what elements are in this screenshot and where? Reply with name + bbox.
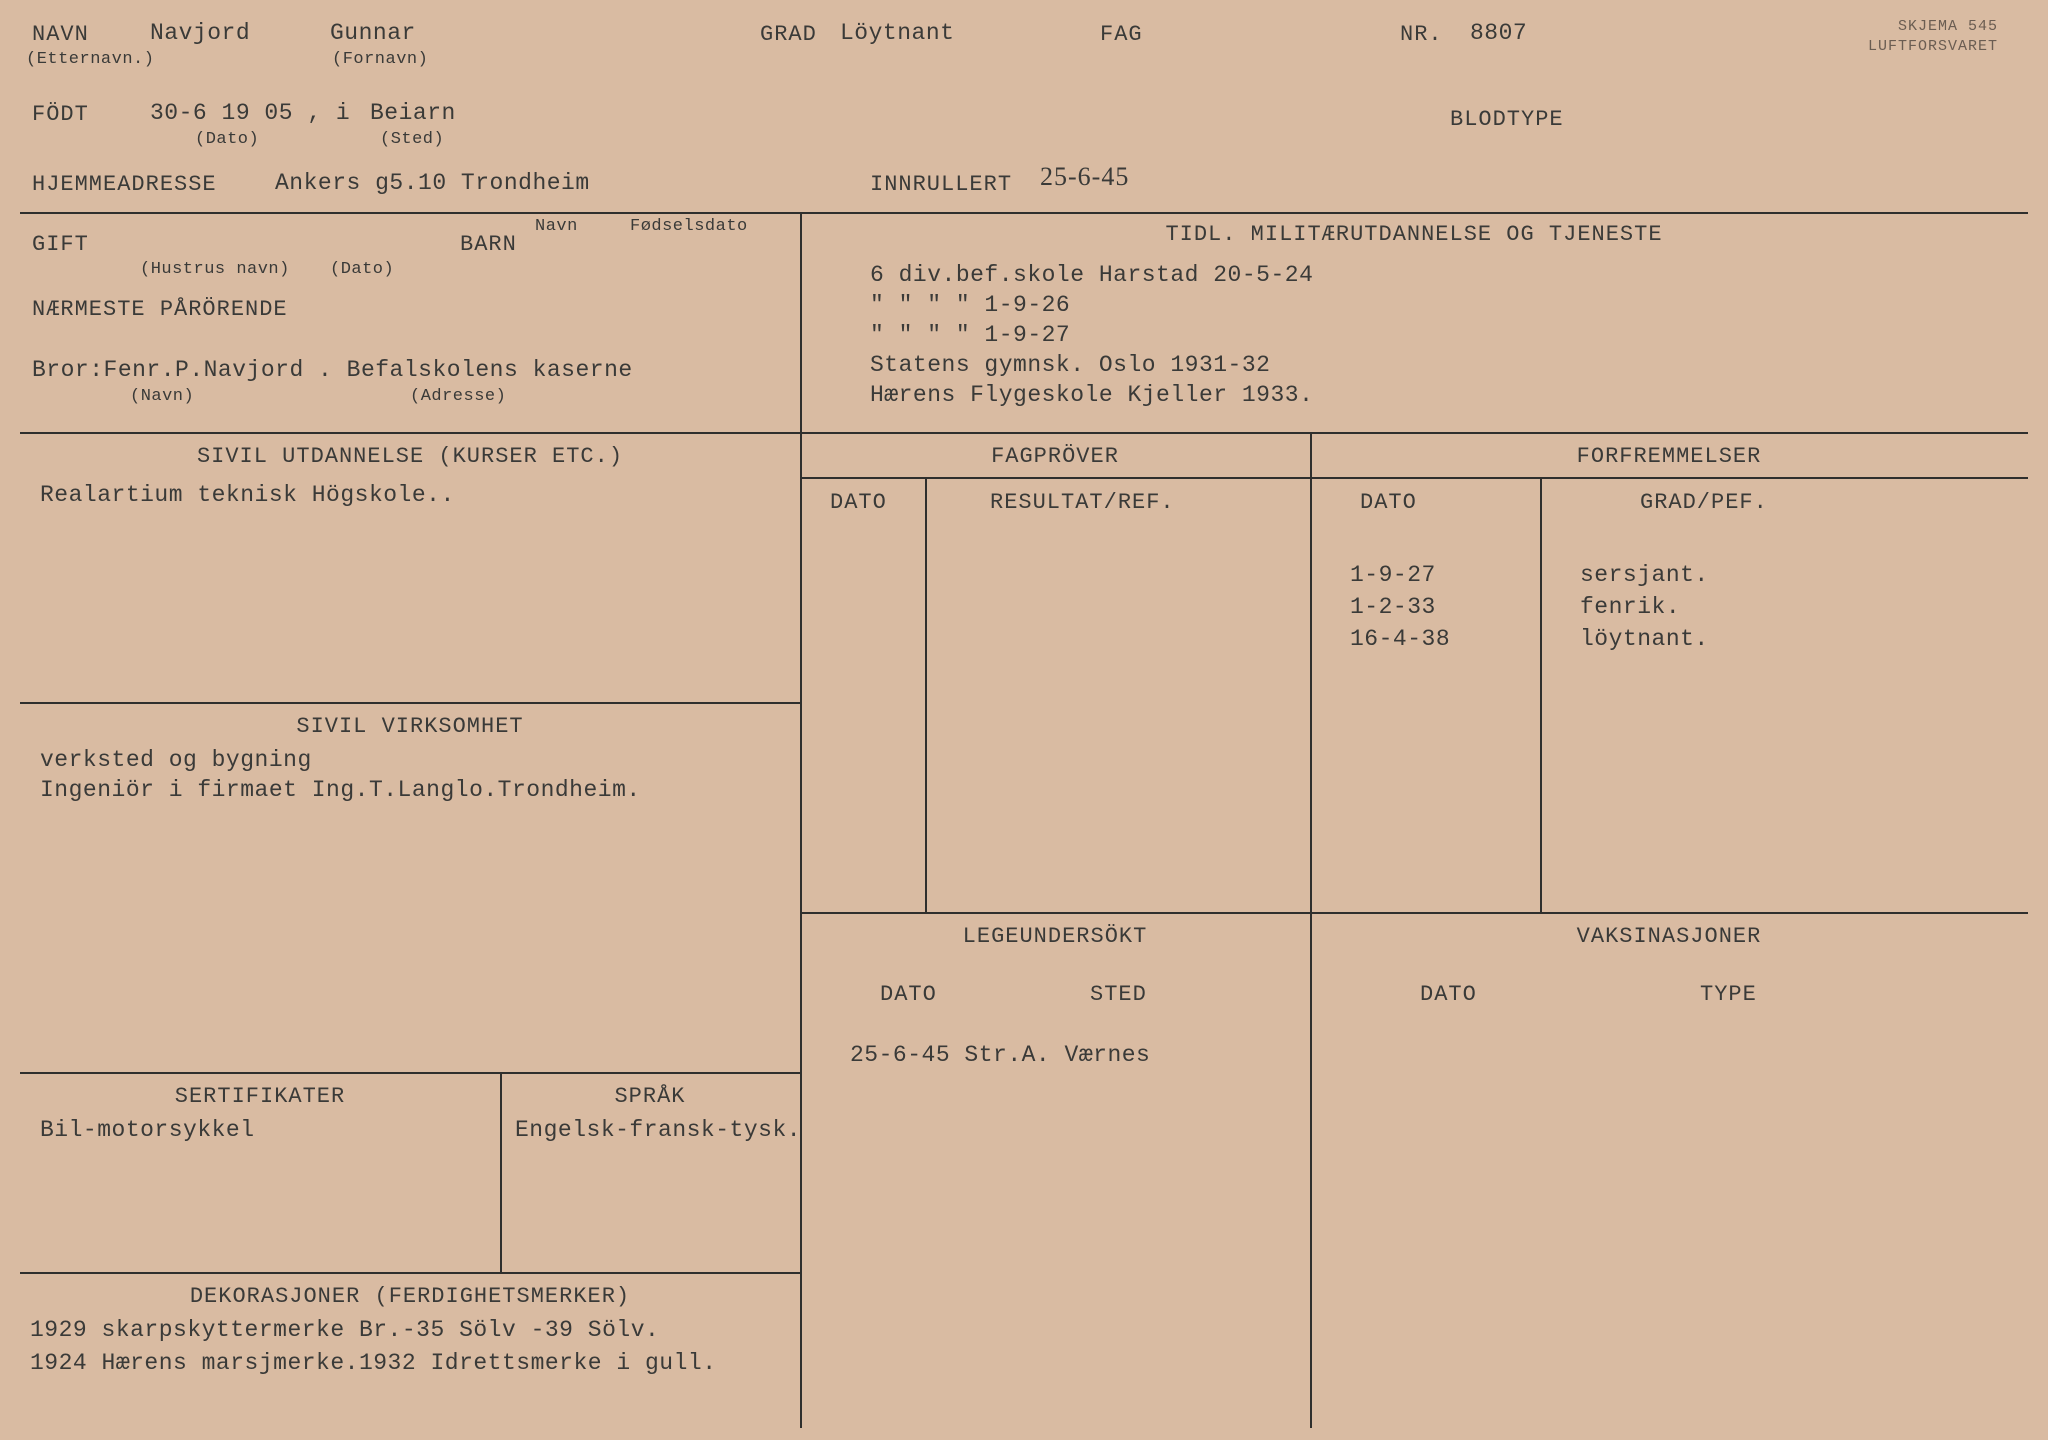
sublabel-fornavn: (Fornavn) bbox=[332, 50, 428, 69]
forfrem-row-3-dato: 16-4-38 bbox=[1350, 626, 1450, 652]
sublabel-fodt-sted: (Sted) bbox=[380, 130, 444, 149]
title-legeundersokt: LEGEUNDERSÖKT bbox=[800, 924, 1310, 949]
value-sivil-utdannelse: Realartium teknisk Högskole.. bbox=[40, 482, 455, 508]
value-grad: Löytnant bbox=[840, 20, 954, 46]
header-lege-sted: STED bbox=[1090, 982, 1147, 1007]
rule-v-main bbox=[800, 212, 802, 1428]
header-vaks-dato: DATO bbox=[1420, 982, 1477, 1007]
label-navn: NAVN bbox=[32, 22, 89, 47]
title-forfremmelser: FORFREMMELSER bbox=[1310, 444, 2028, 469]
label-fodt: FÖDT bbox=[32, 102, 89, 127]
rule-h-left-sert bbox=[20, 1072, 800, 1074]
rule-h-left-mid bbox=[20, 702, 800, 704]
mil-line-2: " " " " 1-9-26 bbox=[870, 292, 1070, 318]
forfrem-row-1-dato: 1-9-27 bbox=[1350, 562, 1436, 588]
value-naermeste: Bror:Fenr.P.Navjord . Befalskolens kaser… bbox=[32, 357, 633, 383]
value-fornavn: Gunnar bbox=[330, 20, 416, 46]
header-lege-dato: DATO bbox=[880, 982, 937, 1007]
mil-line-4: Statens gymnsk. Oslo 1931-32 bbox=[870, 352, 1270, 378]
header-fagprover-dato: DATO bbox=[830, 490, 887, 515]
label-barn: BARN bbox=[460, 232, 517, 257]
sublabel-naermeste-adresse: (Adresse) bbox=[410, 387, 506, 406]
sublabel-barn-navn: Navn bbox=[535, 217, 578, 236]
title-sertifikater: SERTIFIKATER bbox=[20, 1084, 500, 1109]
rule-v-forf-sub bbox=[1540, 477, 1542, 912]
rule-v-right-col bbox=[1310, 432, 1312, 1428]
label-naermeste: NÆRMESTE PÅRÖRENDE bbox=[32, 297, 288, 322]
rule-h-right-mid bbox=[800, 912, 2028, 914]
label-grad: GRAD bbox=[760, 22, 817, 47]
value-sertifikater: Bil-motorsykkel bbox=[40, 1117, 255, 1143]
value-innrullert: 25-6-45 bbox=[1040, 162, 1129, 192]
sublabel-barn-fodsels: Fødselsdato bbox=[630, 217, 748, 236]
header-vaks-type: TYPE bbox=[1700, 982, 1757, 1007]
header-forfrem-dato: DATO bbox=[1360, 490, 1417, 515]
label-nr: NR. bbox=[1400, 22, 1443, 47]
rule-v-fag-sub bbox=[925, 477, 927, 912]
rule-v-sert-sprak bbox=[500, 1072, 502, 1272]
label-hjemmeadresse: HJEMMEADRESSE bbox=[32, 172, 217, 197]
header-fagprover-resultat: RESULTAT/REF. bbox=[990, 490, 1175, 515]
rule-h-subheader bbox=[800, 477, 2028, 479]
title-militaerutdannelse: TIDL. MILITÆRUTDANNELSE OG TJENESTE bbox=[800, 222, 2028, 247]
value-fodt-dato: 30-6 19 05 , i bbox=[150, 100, 350, 126]
dekor-line-1: 1929 skarpskyttermerke Br.-35 Sölv -39 S… bbox=[30, 1317, 659, 1343]
label-gift: GIFT bbox=[32, 232, 89, 257]
value-hjemmeadresse: Ankers g5.10 Trondheim bbox=[275, 170, 590, 196]
form-id-1: SKJEMA 545 bbox=[1898, 18, 1998, 35]
sivil-virk-2: Ingeniör i firmaet Ing.T.Langlo.Trondhei… bbox=[40, 777, 641, 803]
label-fag: FAG bbox=[1100, 22, 1143, 47]
value-fodt-sted: Beiarn bbox=[370, 100, 456, 126]
header-forfrem-grad: GRAD/PEF. bbox=[1640, 490, 1768, 515]
sublabel-naermeste-navn: (Navn) bbox=[130, 387, 194, 406]
sivil-virk-1: verksted og bygning bbox=[40, 747, 312, 773]
mil-line-5: Hærens Flygeskole Kjeller 1933. bbox=[870, 382, 1313, 408]
dekor-line-2: 1924 Hærens marsjmerke.1932 Idrettsmerke… bbox=[30, 1350, 717, 1376]
rule-h-left-dekor bbox=[20, 1272, 800, 1274]
title-dekorasjoner: DEKORASJONER (FERDIGHETSMERKER) bbox=[20, 1284, 800, 1309]
rule-h-2 bbox=[20, 432, 2028, 434]
value-nr: 8807 bbox=[1470, 20, 1527, 46]
title-fagprover: FAGPRÖVER bbox=[800, 444, 1310, 469]
rule-h-1 bbox=[20, 212, 2028, 214]
forfrem-row-2-grad: fenrik. bbox=[1580, 594, 1680, 620]
sublabel-fodt-dato: (Dato) bbox=[195, 130, 259, 149]
title-vaksinasjoner: VAKSINASJONER bbox=[1310, 924, 2028, 949]
mil-line-1: 6 div.bef.skole Harstad 20-5-24 bbox=[870, 262, 1313, 288]
forfrem-row-1-grad: sersjant. bbox=[1580, 562, 1709, 588]
sublabel-etternavn: (Etternavn.) bbox=[26, 50, 154, 69]
value-etternavn: Navjord bbox=[150, 20, 250, 46]
label-blodtype: BLODTYPE bbox=[1450, 107, 1564, 132]
forfrem-row-2-dato: 1-2-33 bbox=[1350, 594, 1436, 620]
sublabel-hustrus: (Hustrus navn) bbox=[140, 260, 290, 279]
sublabel-gift-dato: (Dato) bbox=[330, 260, 394, 279]
title-sprak: SPRÅK bbox=[500, 1084, 800, 1109]
title-sivil-virksomhet: SIVIL VIRKSOMHET bbox=[20, 714, 800, 739]
value-sprak: Engelsk-fransk-tysk. bbox=[515, 1117, 801, 1143]
label-innrullert: INNRULLERT bbox=[870, 172, 1012, 197]
form-id-2: LUFTFORSVARET bbox=[1868, 38, 1998, 55]
forfrem-row-3-grad: löytnant. bbox=[1580, 626, 1709, 652]
title-sivil-utdannelse: SIVIL UTDANNELSE (KURSER ETC.) bbox=[20, 444, 800, 469]
mil-line-3: " " " " 1-9-27 bbox=[870, 322, 1070, 348]
value-lege: 25-6-45 Str.A. Værnes bbox=[850, 1042, 1150, 1068]
record-card: SKJEMA 545 LUFTFORSVARET NAVN Navjord (E… bbox=[20, 12, 2028, 1428]
